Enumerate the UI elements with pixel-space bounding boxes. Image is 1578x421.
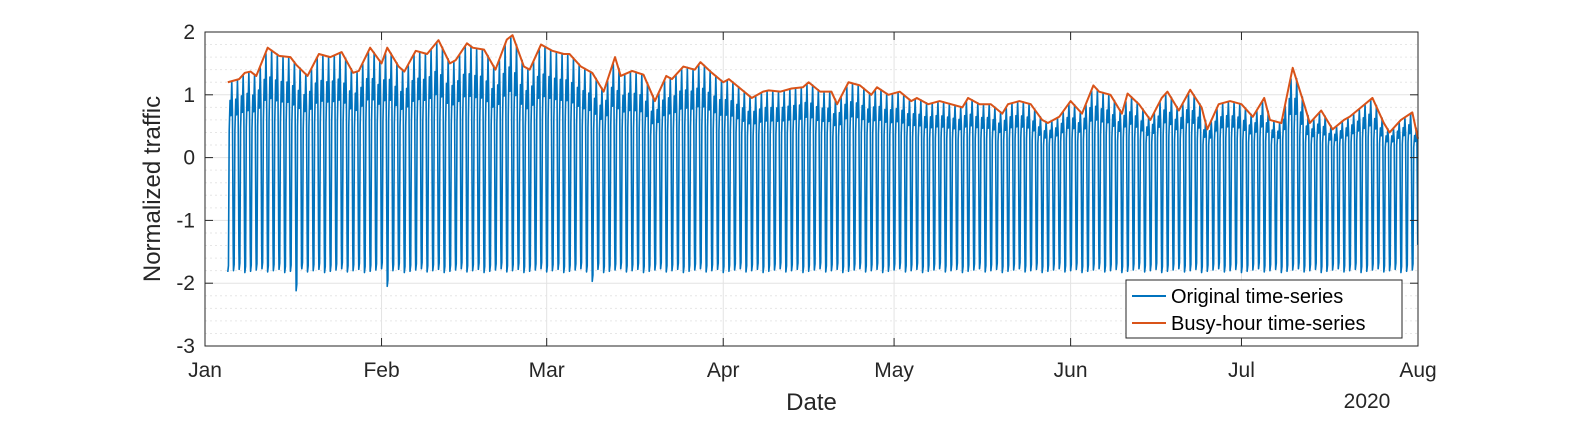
- legend-label-busy-hour: Busy-hour time-series: [1171, 313, 1366, 335]
- y-axis-label: Normalized traffic: [139, 96, 166, 282]
- x-axis-year-label: 2020: [1344, 390, 1391, 413]
- axes-box: [204, 31, 1419, 347]
- y-tick-label: 0: [183, 147, 195, 170]
- x-tick-label: Aug: [1399, 359, 1436, 382]
- y-tick-label: -2: [176, 272, 195, 295]
- x-tick-label: Jul: [1228, 359, 1255, 382]
- axis-ticks: [204, 31, 1419, 347]
- x-tick-label: Apr: [707, 359, 740, 382]
- original-time-series-line: [226, 36, 1419, 292]
- x-tick-labels: Jan Feb Mar Apr May Jun Jul Aug: [188, 359, 1437, 382]
- x-tick-label: Mar: [529, 359, 565, 382]
- x-tick-label: Feb: [363, 359, 399, 382]
- y-tick-label: -3: [176, 335, 195, 358]
- legend-box: [1125, 279, 1403, 339]
- y-tick-labels: 2 1 0 -1 -2 -3: [176, 21, 195, 358]
- plot-area: [226, 34, 1419, 292]
- y-tick-label: 1: [183, 84, 195, 107]
- y-tick-label: 2: [183, 21, 195, 44]
- legend-label-original: Original time-series: [1171, 286, 1343, 308]
- y-tick-label: -1: [176, 209, 195, 232]
- x-tick-label: Jun: [1054, 359, 1088, 382]
- busy-hour-time-series-line: [227, 34, 1419, 139]
- legend: Original time-series Busy-hour time-seri…: [1125, 279, 1403, 339]
- x-axis-label: Date: [786, 389, 837, 416]
- x-tick-label: Jan: [188, 359, 222, 382]
- x-tick-label: May: [874, 359, 914, 382]
